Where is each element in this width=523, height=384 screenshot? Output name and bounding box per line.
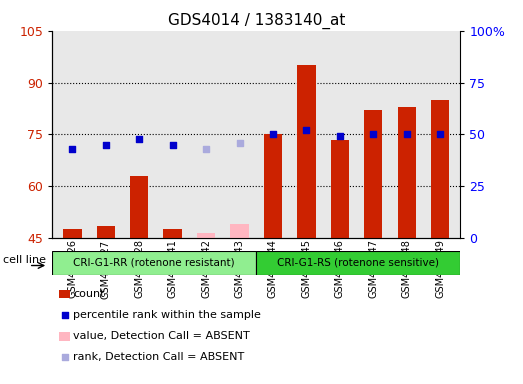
Bar — [331, 140, 349, 238]
Point — [336, 133, 344, 139]
Point — [135, 136, 143, 142]
Text: value, Detection Call = ABSENT: value, Detection Call = ABSENT — [73, 331, 250, 341]
Point — [436, 131, 445, 137]
Bar — [431, 100, 449, 238]
Bar — [230, 224, 249, 238]
Bar — [59, 332, 70, 341]
Bar — [197, 233, 215, 238]
Text: cell line: cell line — [3, 255, 46, 265]
Point — [369, 131, 378, 137]
Point — [68, 146, 76, 152]
Point — [61, 354, 70, 361]
Bar — [63, 230, 82, 238]
Bar — [164, 230, 182, 238]
Point — [101, 142, 110, 148]
Bar — [397, 107, 416, 238]
Point — [403, 131, 411, 137]
Point — [61, 312, 70, 318]
Point — [269, 131, 277, 137]
Point — [168, 142, 177, 148]
Bar — [52, 251, 256, 275]
Text: CRI-G1-RS (rotenone sensitive): CRI-G1-RS (rotenone sensitive) — [277, 258, 439, 268]
Bar — [130, 176, 149, 238]
Text: rank, Detection Call = ABSENT: rank, Detection Call = ABSENT — [73, 353, 244, 362]
Bar — [59, 290, 70, 298]
Bar — [264, 134, 282, 238]
Title: GDS4014 / 1383140_at: GDS4014 / 1383140_at — [167, 13, 345, 29]
Point — [302, 127, 311, 133]
Text: count: count — [73, 289, 105, 299]
Bar — [364, 110, 382, 238]
Bar — [297, 65, 315, 238]
Bar — [256, 251, 460, 275]
Text: CRI-G1-RR (rotenone resistant): CRI-G1-RR (rotenone resistant) — [73, 258, 235, 268]
Point — [235, 140, 244, 146]
Text: percentile rank within the sample: percentile rank within the sample — [73, 310, 261, 320]
Point — [202, 146, 210, 152]
Bar — [97, 226, 115, 238]
